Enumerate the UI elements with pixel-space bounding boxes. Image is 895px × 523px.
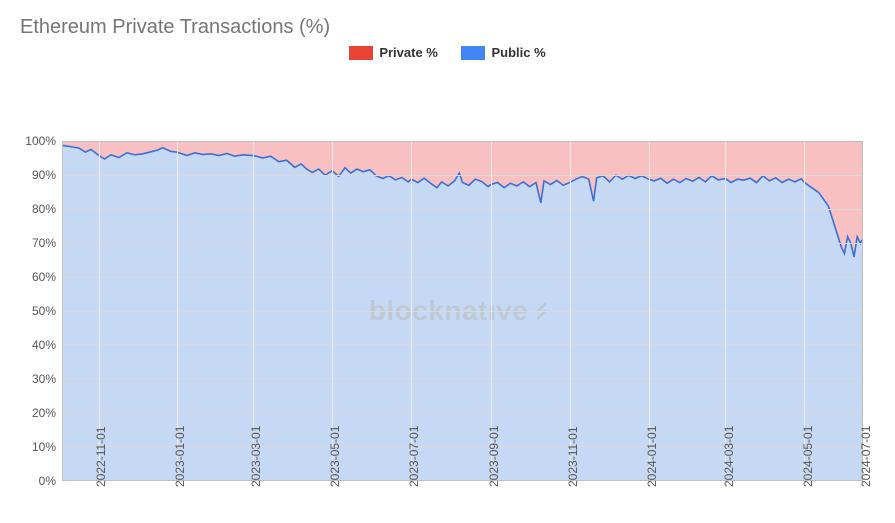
- x-tick-label: 2024-03-01: [722, 425, 736, 486]
- x-tick-label: 2023-03-01: [249, 425, 263, 486]
- legend-item-private: Private %: [349, 45, 438, 60]
- gridline: [63, 412, 862, 413]
- legend-swatch-public: [461, 46, 485, 60]
- legend-label-public: Public %: [491, 45, 545, 60]
- y-tick-label: 30%: [32, 372, 56, 386]
- y-tick-label: 100%: [25, 134, 56, 148]
- y-tick-label: 50%: [32, 304, 56, 318]
- x-tick-label: 2023-05-01: [328, 425, 342, 486]
- legend-label-private: Private %: [379, 45, 438, 60]
- y-tick-label: 90%: [32, 168, 56, 182]
- y-tick-label: 0%: [39, 474, 56, 488]
- gridline: [63, 175, 862, 176]
- gridline: [63, 311, 862, 312]
- x-tick-label: 2022-11-01: [94, 426, 108, 487]
- y-tick-label: 40%: [32, 338, 56, 352]
- x-tick-label: 2023-11-01: [566, 426, 580, 487]
- y-tick-label: 80%: [32, 202, 56, 216]
- legend-swatch-private: [349, 46, 373, 60]
- legend: Private % Public %: [16, 45, 879, 63]
- x-tick-label: 2023-01-01: [173, 425, 187, 486]
- plot-wrap: blocknatıve Date 0%10%20%30%40%50%60%70%…: [62, 141, 863, 481]
- y-tick-label: 20%: [32, 406, 56, 420]
- gridline: [63, 209, 862, 210]
- x-tick-label: 2024-07-01: [859, 425, 873, 486]
- y-tick-label: 70%: [32, 236, 56, 250]
- gridline: [63, 277, 862, 278]
- x-tick-label: 2024-01-01: [645, 425, 659, 486]
- chart-title: Ethereum Private Transactions (%): [20, 16, 879, 39]
- x-tick-label: 2023-07-01: [407, 425, 421, 486]
- y-tick-label: 60%: [32, 270, 56, 284]
- chart-container: Ethereum Private Transactions (%) Privat…: [0, 0, 895, 523]
- y-tick-label: 10%: [32, 440, 56, 454]
- legend-item-public: Public %: [461, 45, 545, 60]
- gridline: [63, 344, 862, 345]
- x-tick-label: 2024-05-01: [801, 425, 815, 486]
- gridline: [63, 243, 862, 244]
- x-tick-label: 2023-09-01: [487, 425, 501, 486]
- gridline: [63, 378, 862, 379]
